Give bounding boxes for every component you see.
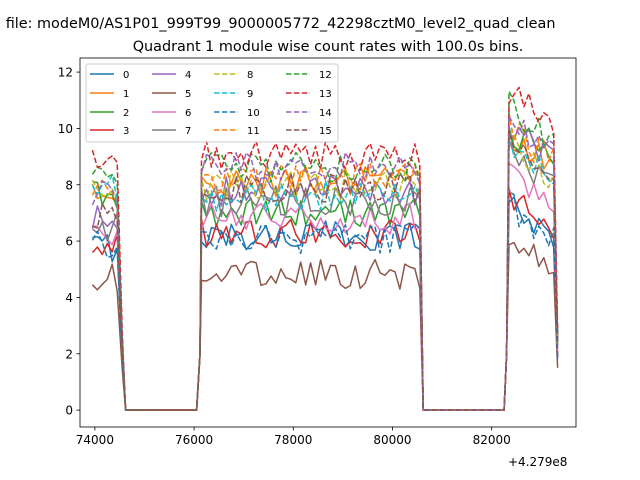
legend-label-9: 9: [247, 89, 253, 100]
series-line-10: [91, 191, 559, 411]
legend-label-8: 8: [247, 70, 253, 81]
x-tick-label: 76000: [175, 433, 213, 447]
legend-label-3: 3: [123, 126, 129, 137]
series-line-5: [91, 241, 559, 411]
y-tick-label: 8: [65, 178, 73, 192]
legend-label-7: 7: [185, 126, 191, 137]
legend-label-1: 1: [123, 89, 129, 100]
legend-label-15: 15: [319, 126, 332, 137]
legend-label-10: 10: [247, 108, 260, 119]
legend-label-12: 12: [319, 70, 332, 81]
y-tick-label: 10: [58, 122, 73, 136]
x-offset-label: +4.279e8: [508, 455, 567, 469]
y-tick-label: 6: [65, 235, 73, 249]
series-line-8: [91, 133, 559, 411]
x-axis-ticks: 74000 76000 78000 80000 82000: [76, 427, 511, 447]
legend-label-0: 0: [123, 70, 129, 81]
x-tick-label: 78000: [274, 433, 312, 447]
series-line-0: [92, 196, 559, 411]
y-tick-label: 4: [65, 291, 73, 305]
legend-label-11: 11: [247, 126, 260, 137]
legend-label-4: 4: [185, 70, 191, 81]
legend-label-13: 13: [319, 89, 332, 100]
x-tick-label: 82000: [473, 433, 511, 447]
legend-label-2: 2: [123, 108, 129, 119]
series-line-11: [91, 112, 559, 411]
y-tick-label: 12: [58, 66, 73, 80]
series-lines: [91, 86, 559, 411]
series-line-1: [91, 130, 559, 411]
y-axis-ticks: 0 2 4 6 8 10 12: [58, 66, 80, 418]
legend-box: [85, 63, 339, 143]
chart-title: Quadrant 1 module wise count rates with …: [133, 39, 524, 55]
figure-suptitle: n file: modeM0/AS1P01_999T99_9000005772_…: [0, 16, 555, 32]
legend-label-6: 6: [185, 108, 191, 119]
series-line-6: [92, 162, 559, 411]
legend-label-14: 14: [319, 108, 332, 119]
x-tick-label: 74000: [76, 433, 114, 447]
y-tick-label: 2: [65, 347, 73, 361]
series-line-4: [91, 126, 559, 411]
legend-label-5: 5: [185, 89, 191, 100]
plot-area-frame: [79, 57, 577, 428]
series-line-9: [91, 130, 559, 411]
series-line-15: [92, 130, 559, 411]
series-line-2: [92, 125, 559, 411]
x-tick-label: 80000: [373, 433, 411, 447]
y-tick-label: 0: [65, 404, 73, 418]
series-line-14: [91, 115, 559, 411]
